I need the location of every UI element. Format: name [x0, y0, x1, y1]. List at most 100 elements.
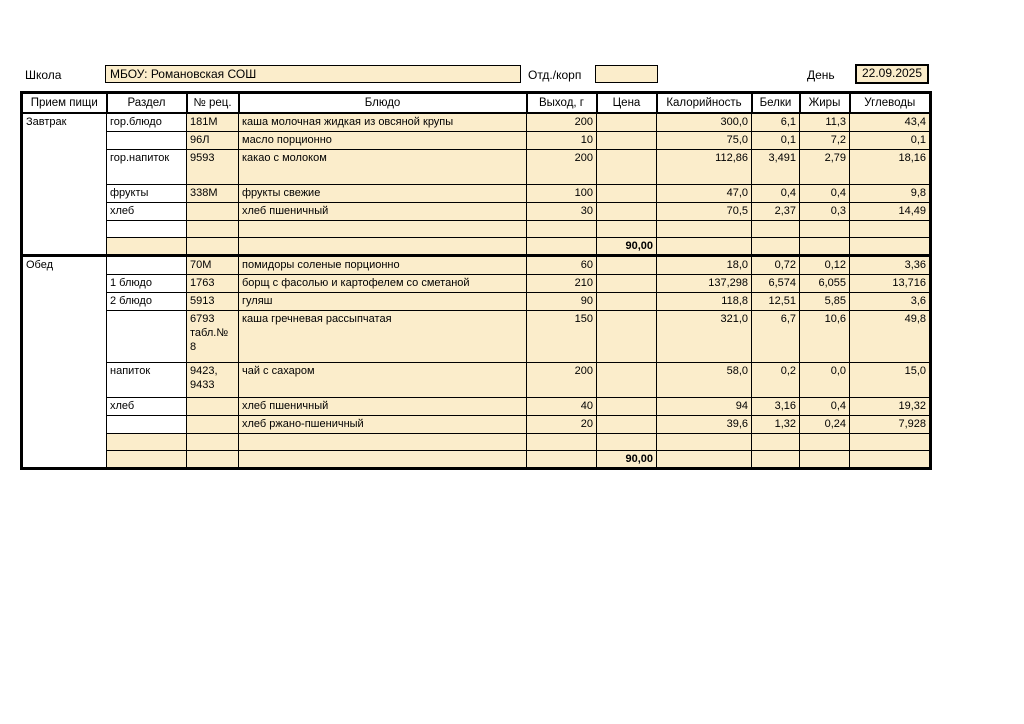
fats-cell: 2,79	[799, 149, 850, 185]
col-header-meal: Прием пищи	[20, 91, 108, 114]
carbs-cell: 15,0	[849, 362, 931, 398]
output-cell: 20	[526, 415, 597, 434]
fats-cell: 0,3	[799, 202, 850, 221]
fats-cell: 0,0	[799, 362, 850, 398]
col-header-output: Выход, г	[525, 91, 598, 114]
table-row: напиток 9423, 9433 чай с сахаром 200 58,…	[22, 362, 931, 398]
recipe-cell	[186, 220, 239, 238]
output-cell: 200	[526, 149, 597, 185]
calories-cell: 70,5	[656, 202, 752, 221]
price-cell	[596, 362, 657, 398]
fats-cell	[799, 237, 850, 257]
fats-cell	[799, 433, 850, 451]
table-row: 96Л масло порционно 10 75,0 0,1 7,2 0,1	[22, 131, 931, 150]
output-cell: 200	[526, 112, 597, 132]
section-cell: фрукты	[106, 184, 187, 203]
calories-cell: 94	[656, 397, 752, 416]
dish-cell: гуляш	[238, 292, 527, 311]
table-row-empty	[22, 220, 931, 238]
table-row: 1 блюдо 1763 борщ с фасолью и картофелем…	[22, 274, 931, 293]
section-cell: гор.напиток	[106, 149, 187, 185]
department-field[interactable]	[595, 65, 658, 83]
col-header-calories: Калорийность	[655, 91, 753, 114]
proteins-cell	[751, 433, 800, 451]
recipe-cell: 338М	[186, 184, 239, 203]
recipe-cell	[186, 397, 239, 416]
section-cell	[106, 237, 187, 257]
output-cell: 90	[526, 292, 597, 311]
school-name-field[interactable]: МБОУ: Романовская СОШ	[105, 65, 521, 83]
carbs-cell: 3,36	[849, 255, 931, 275]
fats-cell: 0,12	[799, 255, 850, 275]
section-cell: 2 блюдо	[106, 292, 187, 311]
table-row: 6793 табл.№ 8 каша гречневая рассыпчатая…	[22, 310, 931, 363]
carbs-cell: 14,49	[849, 202, 931, 221]
output-cell: 40	[526, 397, 597, 416]
output-cell: 210	[526, 274, 597, 293]
col-header-fats: Жиры	[798, 91, 851, 114]
recipe-cell: 5913	[186, 292, 239, 311]
calories-cell: 18,0	[656, 255, 752, 275]
proteins-cell: 0,4	[751, 184, 800, 203]
recipe-cell: 9593	[186, 149, 239, 185]
section-cell	[106, 255, 187, 275]
recipe-cell: 70М	[186, 255, 239, 275]
output-cell: 60	[526, 255, 597, 275]
carbs-cell: 43,4	[849, 112, 931, 132]
proteins-cell: 3,491	[751, 149, 800, 185]
col-header-dish: Блюдо	[237, 91, 528, 114]
lunch-total-row: 90,00	[22, 450, 931, 470]
fats-cell: 10,6	[799, 310, 850, 363]
price-cell	[596, 397, 657, 416]
department-label: Отд./корп	[528, 68, 582, 82]
proteins-cell: 0,2	[751, 362, 800, 398]
proteins-cell: 6,574	[751, 274, 800, 293]
calories-cell: 75,0	[656, 131, 752, 150]
calories-cell: 321,0	[656, 310, 752, 363]
carbs-cell: 0,1	[849, 131, 931, 150]
day-label: День	[807, 68, 835, 82]
calories-cell: 39,6	[656, 415, 752, 434]
fats-cell: 0,4	[799, 184, 850, 203]
dish-cell: хлеб ржано-пшеничный	[238, 415, 527, 434]
table-row: 2 блюдо 5913 гуляш 90 118,8 12,51 5,85 3…	[22, 292, 931, 311]
proteins-cell	[751, 237, 800, 257]
meal-name-cell: Завтрак	[21, 112, 107, 257]
section-cell	[106, 415, 187, 434]
calories-cell: 112,86	[656, 149, 752, 185]
output-cell	[526, 433, 597, 451]
proteins-cell: 6,7	[751, 310, 800, 363]
section-cell	[106, 131, 187, 150]
carbs-cell	[849, 220, 931, 238]
carbs-cell: 13,716	[849, 274, 931, 293]
output-cell: 30	[526, 202, 597, 221]
carbs-cell: 3,6	[849, 292, 931, 311]
carbs-cell: 18,16	[849, 149, 931, 185]
calories-cell	[656, 237, 752, 257]
price-cell	[596, 131, 657, 150]
recipe-cell: 96Л	[186, 131, 239, 150]
table-row: Обед 70М помидоры соленые порционно 60 1…	[21, 255, 931, 470]
col-header-price: Цена	[595, 91, 658, 114]
table-row: фрукты 338М фрукты свежие 100 47,0 0,4 0…	[22, 184, 931, 203]
fats-cell: 0,4	[799, 397, 850, 416]
carbs-cell: 19,32	[849, 397, 931, 416]
calories-cell: 47,0	[656, 184, 752, 203]
dish-cell	[238, 433, 527, 451]
col-header-proteins: Белки	[750, 91, 801, 114]
carbs-cell	[849, 433, 931, 451]
calories-cell: 58,0	[656, 362, 752, 398]
output-cell: 200	[526, 362, 597, 398]
price-cell	[596, 292, 657, 311]
price-cell	[596, 274, 657, 293]
fats-cell: 0,24	[799, 415, 850, 434]
proteins-cell	[751, 220, 800, 238]
recipe-cell: 6793 табл.№ 8	[186, 310, 239, 363]
dish-cell: хлеб пшеничный	[238, 202, 527, 221]
school-label: Школа	[25, 68, 62, 82]
day-date-field[interactable]: 22.09.2025	[855, 64, 929, 84]
section-cell	[106, 220, 187, 238]
price-cell	[596, 202, 657, 221]
dish-cell: каша молочная жидкая из овсяной крупы	[238, 112, 527, 132]
output-cell: 150	[526, 310, 597, 363]
